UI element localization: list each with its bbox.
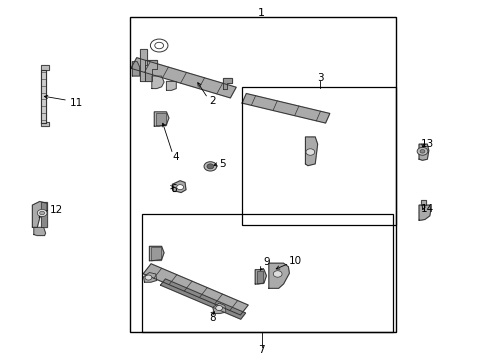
- Circle shape: [40, 211, 44, 215]
- Polygon shape: [152, 76, 163, 89]
- Polygon shape: [156, 113, 165, 125]
- Text: 5: 5: [219, 159, 225, 169]
- Circle shape: [273, 271, 282, 277]
- Polygon shape: [305, 137, 317, 166]
- Polygon shape: [256, 271, 263, 283]
- Polygon shape: [143, 264, 248, 315]
- Polygon shape: [242, 94, 329, 123]
- Text: 6: 6: [170, 184, 177, 194]
- Polygon shape: [268, 263, 289, 288]
- Circle shape: [206, 164, 213, 169]
- Polygon shape: [32, 202, 47, 227]
- Circle shape: [215, 306, 222, 311]
- Polygon shape: [166, 81, 176, 90]
- Circle shape: [305, 149, 314, 155]
- Circle shape: [37, 210, 47, 217]
- Polygon shape: [143, 273, 157, 282]
- Text: 4: 4: [173, 152, 179, 162]
- Polygon shape: [144, 60, 157, 81]
- Polygon shape: [222, 78, 232, 89]
- Circle shape: [203, 162, 216, 171]
- Polygon shape: [418, 205, 430, 220]
- Bar: [130, 17, 395, 332]
- Polygon shape: [212, 303, 225, 314]
- Polygon shape: [41, 122, 49, 126]
- Polygon shape: [131, 58, 236, 98]
- Text: 8: 8: [209, 313, 216, 323]
- Polygon shape: [418, 144, 428, 160]
- Bar: [142, 214, 392, 332]
- Circle shape: [176, 185, 183, 190]
- Polygon shape: [172, 181, 185, 193]
- Polygon shape: [151, 247, 160, 260]
- Bar: [242, 87, 395, 225]
- Text: 12: 12: [50, 206, 63, 216]
- Circle shape: [416, 147, 427, 155]
- Text: 3: 3: [316, 73, 323, 83]
- Polygon shape: [41, 69, 46, 123]
- Polygon shape: [149, 246, 163, 261]
- Text: 13: 13: [420, 139, 433, 149]
- Text: 7: 7: [258, 345, 264, 355]
- Text: 11: 11: [69, 98, 83, 108]
- Polygon shape: [255, 270, 266, 284]
- Polygon shape: [160, 279, 245, 319]
- Text: 9: 9: [263, 257, 269, 267]
- Text: 10: 10: [288, 256, 302, 266]
- Circle shape: [145, 275, 152, 280]
- Polygon shape: [132, 62, 140, 76]
- Text: 14: 14: [420, 204, 433, 214]
- Polygon shape: [154, 112, 168, 126]
- Polygon shape: [41, 65, 49, 69]
- Polygon shape: [34, 227, 45, 235]
- Polygon shape: [420, 200, 425, 205]
- Polygon shape: [140, 49, 147, 81]
- Polygon shape: [41, 202, 47, 227]
- Text: 1: 1: [258, 8, 264, 18]
- Text: 2: 2: [209, 96, 216, 106]
- Circle shape: [419, 149, 424, 153]
